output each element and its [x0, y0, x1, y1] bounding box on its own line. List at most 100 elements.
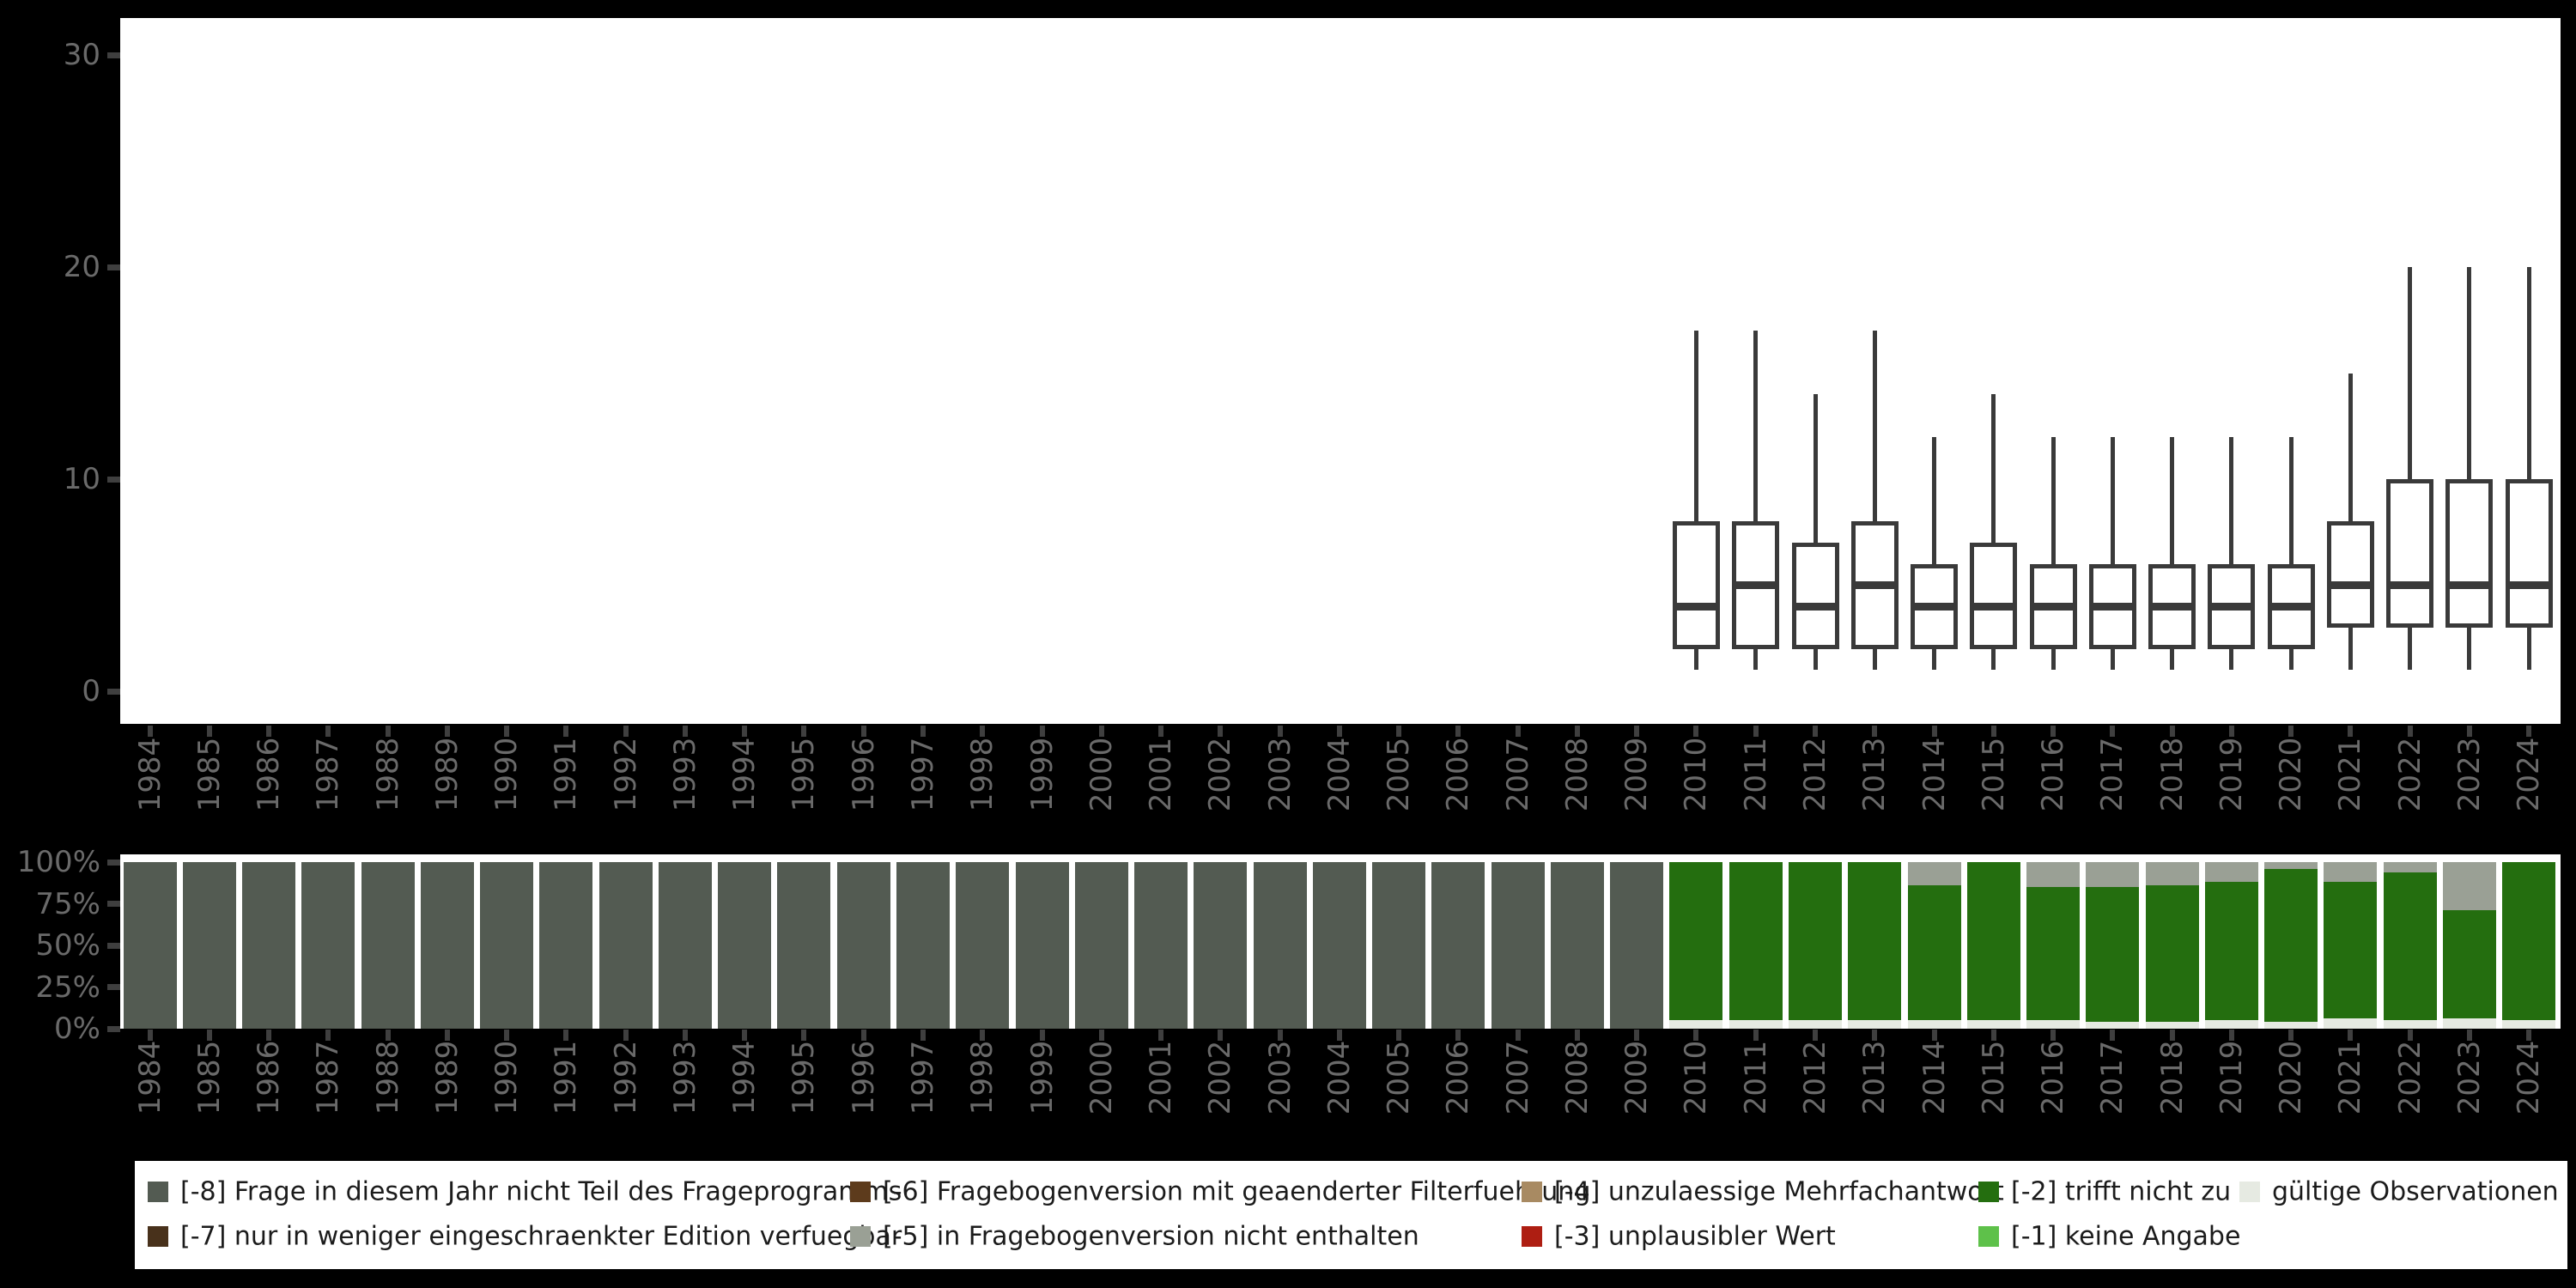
whisker-upper — [2229, 436, 2234, 564]
x-tick-label: 2019 — [2214, 737, 2249, 812]
bar-segment-m8 — [1491, 862, 1545, 1029]
median-line — [2088, 602, 2136, 611]
legend-box — [135, 1161, 2567, 1269]
bar-segment-m8 — [1372, 862, 1426, 1029]
x-tick — [920, 726, 926, 737]
bar-segment-m8 — [242, 862, 296, 1029]
bar-segment-m2 — [2145, 885, 2199, 1023]
whisker-lower — [2050, 648, 2056, 671]
y-tick-label: 20 — [63, 250, 100, 284]
whisker-upper — [1932, 436, 1937, 564]
x-tick-label: 1995 — [787, 737, 822, 812]
x-tick-label: 1998 — [965, 1040, 1000, 1115]
x-tick-label: 2006 — [1441, 737, 1476, 812]
x-tick-label: 2016 — [2036, 737, 2071, 812]
median-line — [2029, 602, 2077, 611]
x-tick-label: 2008 — [1559, 737, 1595, 812]
x-tick — [1693, 726, 1699, 737]
x-tick-label: 1999 — [1024, 1040, 1060, 1115]
x-tick-label: 2017 — [2095, 1040, 2130, 1115]
bar-segment-m8 — [896, 862, 950, 1029]
x-tick-label: 2014 — [1917, 1040, 1952, 1115]
whisker-upper — [2348, 373, 2353, 522]
whisker-lower — [1872, 648, 1877, 671]
x-tick-label: 1989 — [429, 737, 465, 812]
bar-segment-m2 — [2204, 882, 2258, 1021]
x-tick-label: 2011 — [1738, 1040, 1773, 1115]
y-tick-label: 50% — [35, 928, 100, 963]
x-tick-label: 2005 — [1382, 1040, 1417, 1115]
x-tick — [2407, 726, 2413, 737]
bar-segment-m8 — [480, 862, 534, 1029]
whisker-upper — [2170, 436, 2175, 564]
x-tick-label: 1988 — [370, 1040, 405, 1115]
x-tick-label: 1991 — [549, 737, 584, 812]
bar-segment-m8 — [836, 862, 890, 1029]
x-tick-label: 2001 — [1144, 1040, 1179, 1115]
whisker-upper — [2526, 267, 2531, 479]
whisker-upper — [1991, 394, 1996, 544]
x-tick-label: 2009 — [1619, 737, 1655, 812]
x-tick — [385, 1030, 391, 1041]
y-tick-label: 75% — [35, 886, 100, 921]
whisker-upper — [2050, 436, 2056, 564]
x-tick — [2348, 1030, 2354, 1041]
bar-segment-m8 — [718, 862, 772, 1029]
bar-segment-m8 — [1015, 862, 1069, 1029]
legend-swatch-m2 — [1978, 1182, 1999, 1202]
x-tick — [2169, 726, 2175, 737]
x-tick-label: 1989 — [429, 1040, 465, 1115]
x-tick-label: 2015 — [1976, 1040, 2011, 1115]
x-tick — [860, 726, 866, 737]
x-tick — [266, 726, 272, 737]
x-tick-label: 2024 — [2512, 737, 2547, 812]
x-tick — [2348, 726, 2354, 737]
x-tick-label: 1985 — [191, 737, 227, 812]
bar-segment-m8 — [123, 862, 177, 1029]
x-tick — [801, 726, 807, 737]
x-tick-label: 1987 — [311, 1040, 346, 1115]
x-tick — [742, 726, 748, 737]
x-tick-label: 2003 — [1262, 1040, 1297, 1115]
whisker-upper — [2408, 267, 2413, 479]
whisker-upper — [1813, 394, 1818, 544]
legend-swatch-m6 — [850, 1182, 871, 1202]
x-tick-label: 2009 — [1619, 1040, 1655, 1115]
x-tick — [1931, 726, 1937, 737]
y-tick-label: 30 — [63, 38, 100, 72]
x-tick-label: 2022 — [2392, 1040, 2427, 1115]
x-tick-label: 2019 — [2214, 1040, 2249, 1115]
x-tick — [266, 1030, 272, 1041]
x-tick-label: 1984 — [132, 737, 167, 812]
bar-segment-m8 — [1431, 862, 1485, 1029]
x-tick — [1634, 726, 1640, 737]
whisker-lower — [2229, 648, 2234, 671]
whisker-lower — [2408, 627, 2413, 671]
x-tick-label: 2000 — [1084, 737, 1119, 812]
bar-segment-m2 — [2502, 862, 2556, 1021]
x-tick — [1218, 726, 1224, 737]
x-tick — [2466, 726, 2472, 737]
x-tick-label: 2004 — [1321, 1040, 1357, 1115]
x-tick — [206, 1030, 212, 1041]
whisker-lower — [2348, 627, 2353, 671]
x-tick — [2110, 726, 2116, 737]
median-line — [2386, 581, 2434, 589]
median-line — [2267, 602, 2315, 611]
bar-segment-valid — [1907, 1020, 1961, 1029]
bar-segment-m5 — [2145, 862, 2199, 886]
x-tick-label: 2012 — [1798, 737, 1832, 812]
x-tick — [1634, 1030, 1640, 1041]
x-tick-label: 2007 — [1500, 737, 1535, 812]
x-tick-label: 2021 — [2333, 1040, 2368, 1115]
x-tick-label: 2022 — [2392, 737, 2427, 812]
x-tick — [1872, 1030, 1878, 1041]
legend-swatch-m3 — [1522, 1226, 1542, 1247]
x-tick — [1098, 726, 1104, 737]
bar-segment-valid — [1966, 1020, 2020, 1029]
x-tick — [1336, 1030, 1342, 1041]
x-tick-label: 2005 — [1382, 737, 1417, 812]
bar-segment-m2 — [2324, 882, 2378, 1019]
x-tick — [1753, 1030, 1759, 1041]
bar-segment-m2 — [1907, 885, 1961, 1021]
